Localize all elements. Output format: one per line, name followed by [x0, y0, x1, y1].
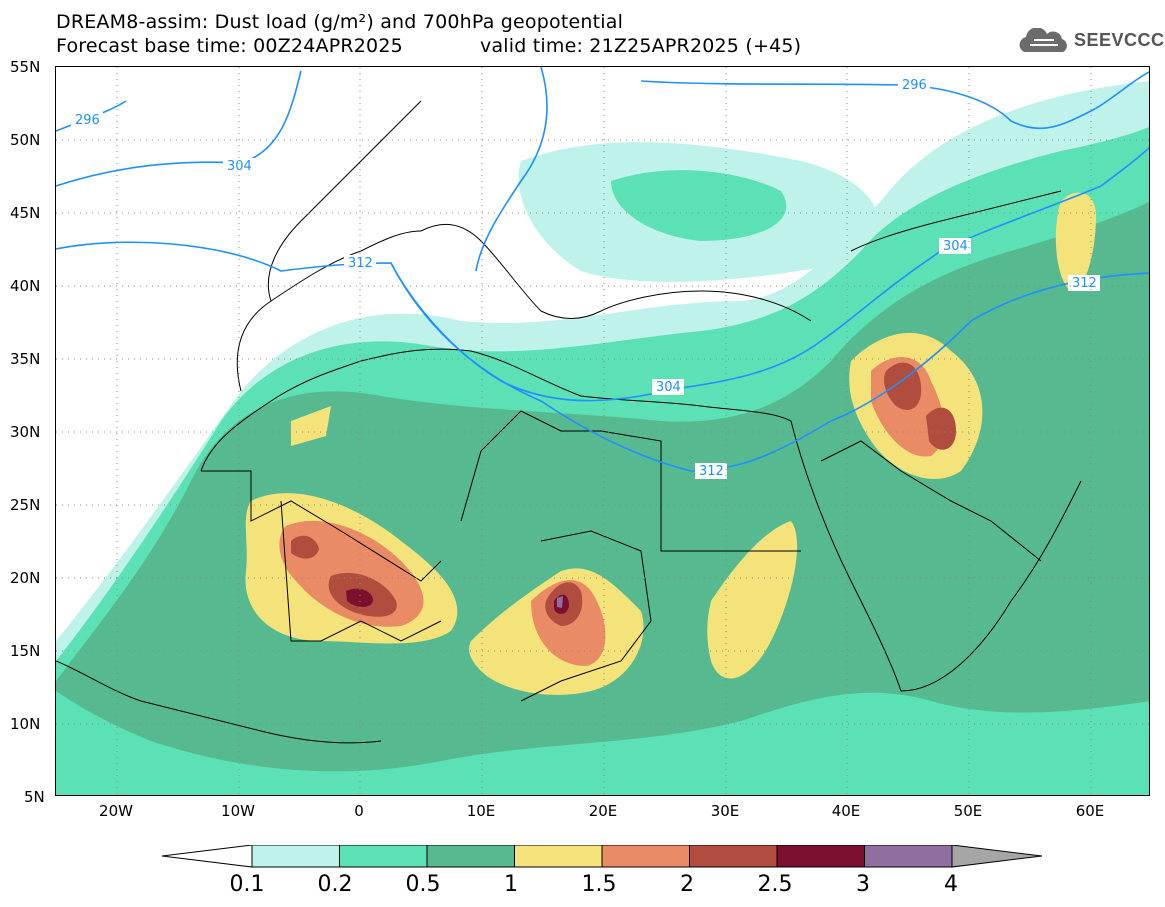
contour-label: 296 — [75, 113, 100, 128]
colorbar-label: 4 — [944, 872, 958, 897]
map-panel: 296 304 312 304 312 296 304 312 — [55, 66, 1150, 796]
dust-map: 296 304 312 304 312 296 304 312 — [56, 67, 1149, 795]
lat-label: 55N — [10, 58, 41, 76]
lat-label: 35N — [10, 350, 41, 368]
colorbar-box — [339, 845, 428, 868]
lon-label: 10E — [466, 802, 496, 820]
lon-label: 40E — [831, 802, 861, 820]
colorbar-label: 2.5 — [757, 872, 793, 897]
contour-label: 312 — [348, 256, 373, 271]
lat-label: 40N — [10, 277, 41, 295]
colorbar-box — [689, 845, 778, 868]
lat-label: 15N — [10, 642, 41, 660]
contour-label: 304 — [656, 380, 681, 395]
forecast-base-time: Forecast base time: 00Z24APR2025 — [56, 35, 403, 57]
lat-label: 10N — [10, 715, 41, 733]
contour-label: 312 — [1072, 276, 1097, 291]
lon-label: 50E — [953, 802, 983, 820]
lat-label: 45N — [10, 204, 41, 222]
contour-label: 296 — [902, 78, 927, 93]
logo-text: SEEVCCC — [1074, 30, 1165, 50]
contour-label: 312 — [699, 464, 724, 479]
lat-label: 25N — [10, 496, 41, 514]
contour-labels: 296 304 312 304 312 296 304 312 — [71, 77, 1100, 479]
valid-time: valid time: 21Z25APR2025 (+45) — [480, 35, 802, 57]
contour-label: 304 — [943, 239, 968, 254]
colorbar-box — [426, 845, 515, 868]
colorbar-box — [864, 845, 953, 868]
lon-label: 30E — [710, 802, 740, 820]
coastlines — [56, 100, 1082, 744]
colorbar-label: 1 — [504, 872, 518, 897]
colorbar — [162, 845, 1042, 868]
seevccc-logo: SEEVCCC — [1016, 27, 1164, 58]
colorbar-label: 0.5 — [405, 872, 441, 897]
lat-label: 30N — [10, 423, 41, 441]
colorbar-box — [514, 845, 603, 868]
lat-label: 5N — [24, 788, 45, 806]
lon-label: 20W — [99, 802, 133, 820]
colorbar-label: 0.2 — [317, 872, 353, 897]
lon-label: 0 — [354, 802, 364, 820]
contour-label: 304 — [227, 159, 252, 174]
lat-label: 20N — [10, 569, 41, 587]
colorbar-label: 1.5 — [581, 872, 617, 897]
colorbar-box — [601, 845, 690, 868]
cloud-icon — [1019, 27, 1067, 52]
colorbar-high-arrow — [951, 845, 1042, 868]
colorbar-low-arrow — [162, 845, 253, 868]
colorbar-label: 3 — [856, 872, 870, 897]
colorbar-box — [251, 845, 340, 868]
colorbar-label: 2 — [680, 872, 694, 897]
lon-label: 60E — [1075, 802, 1105, 820]
lat-label: 50N — [10, 131, 41, 149]
dust-level-3 — [557, 596, 563, 608]
lon-label: 20E — [588, 802, 618, 820]
colorbar-label: 0.1 — [229, 872, 265, 897]
colorbar-box — [776, 845, 865, 868]
map-title: DREAM8-assim: Dust load (g/m²) and 700hP… — [56, 11, 624, 33]
lon-label: 10W — [221, 802, 255, 820]
grid-lines — [56, 67, 1149, 795]
